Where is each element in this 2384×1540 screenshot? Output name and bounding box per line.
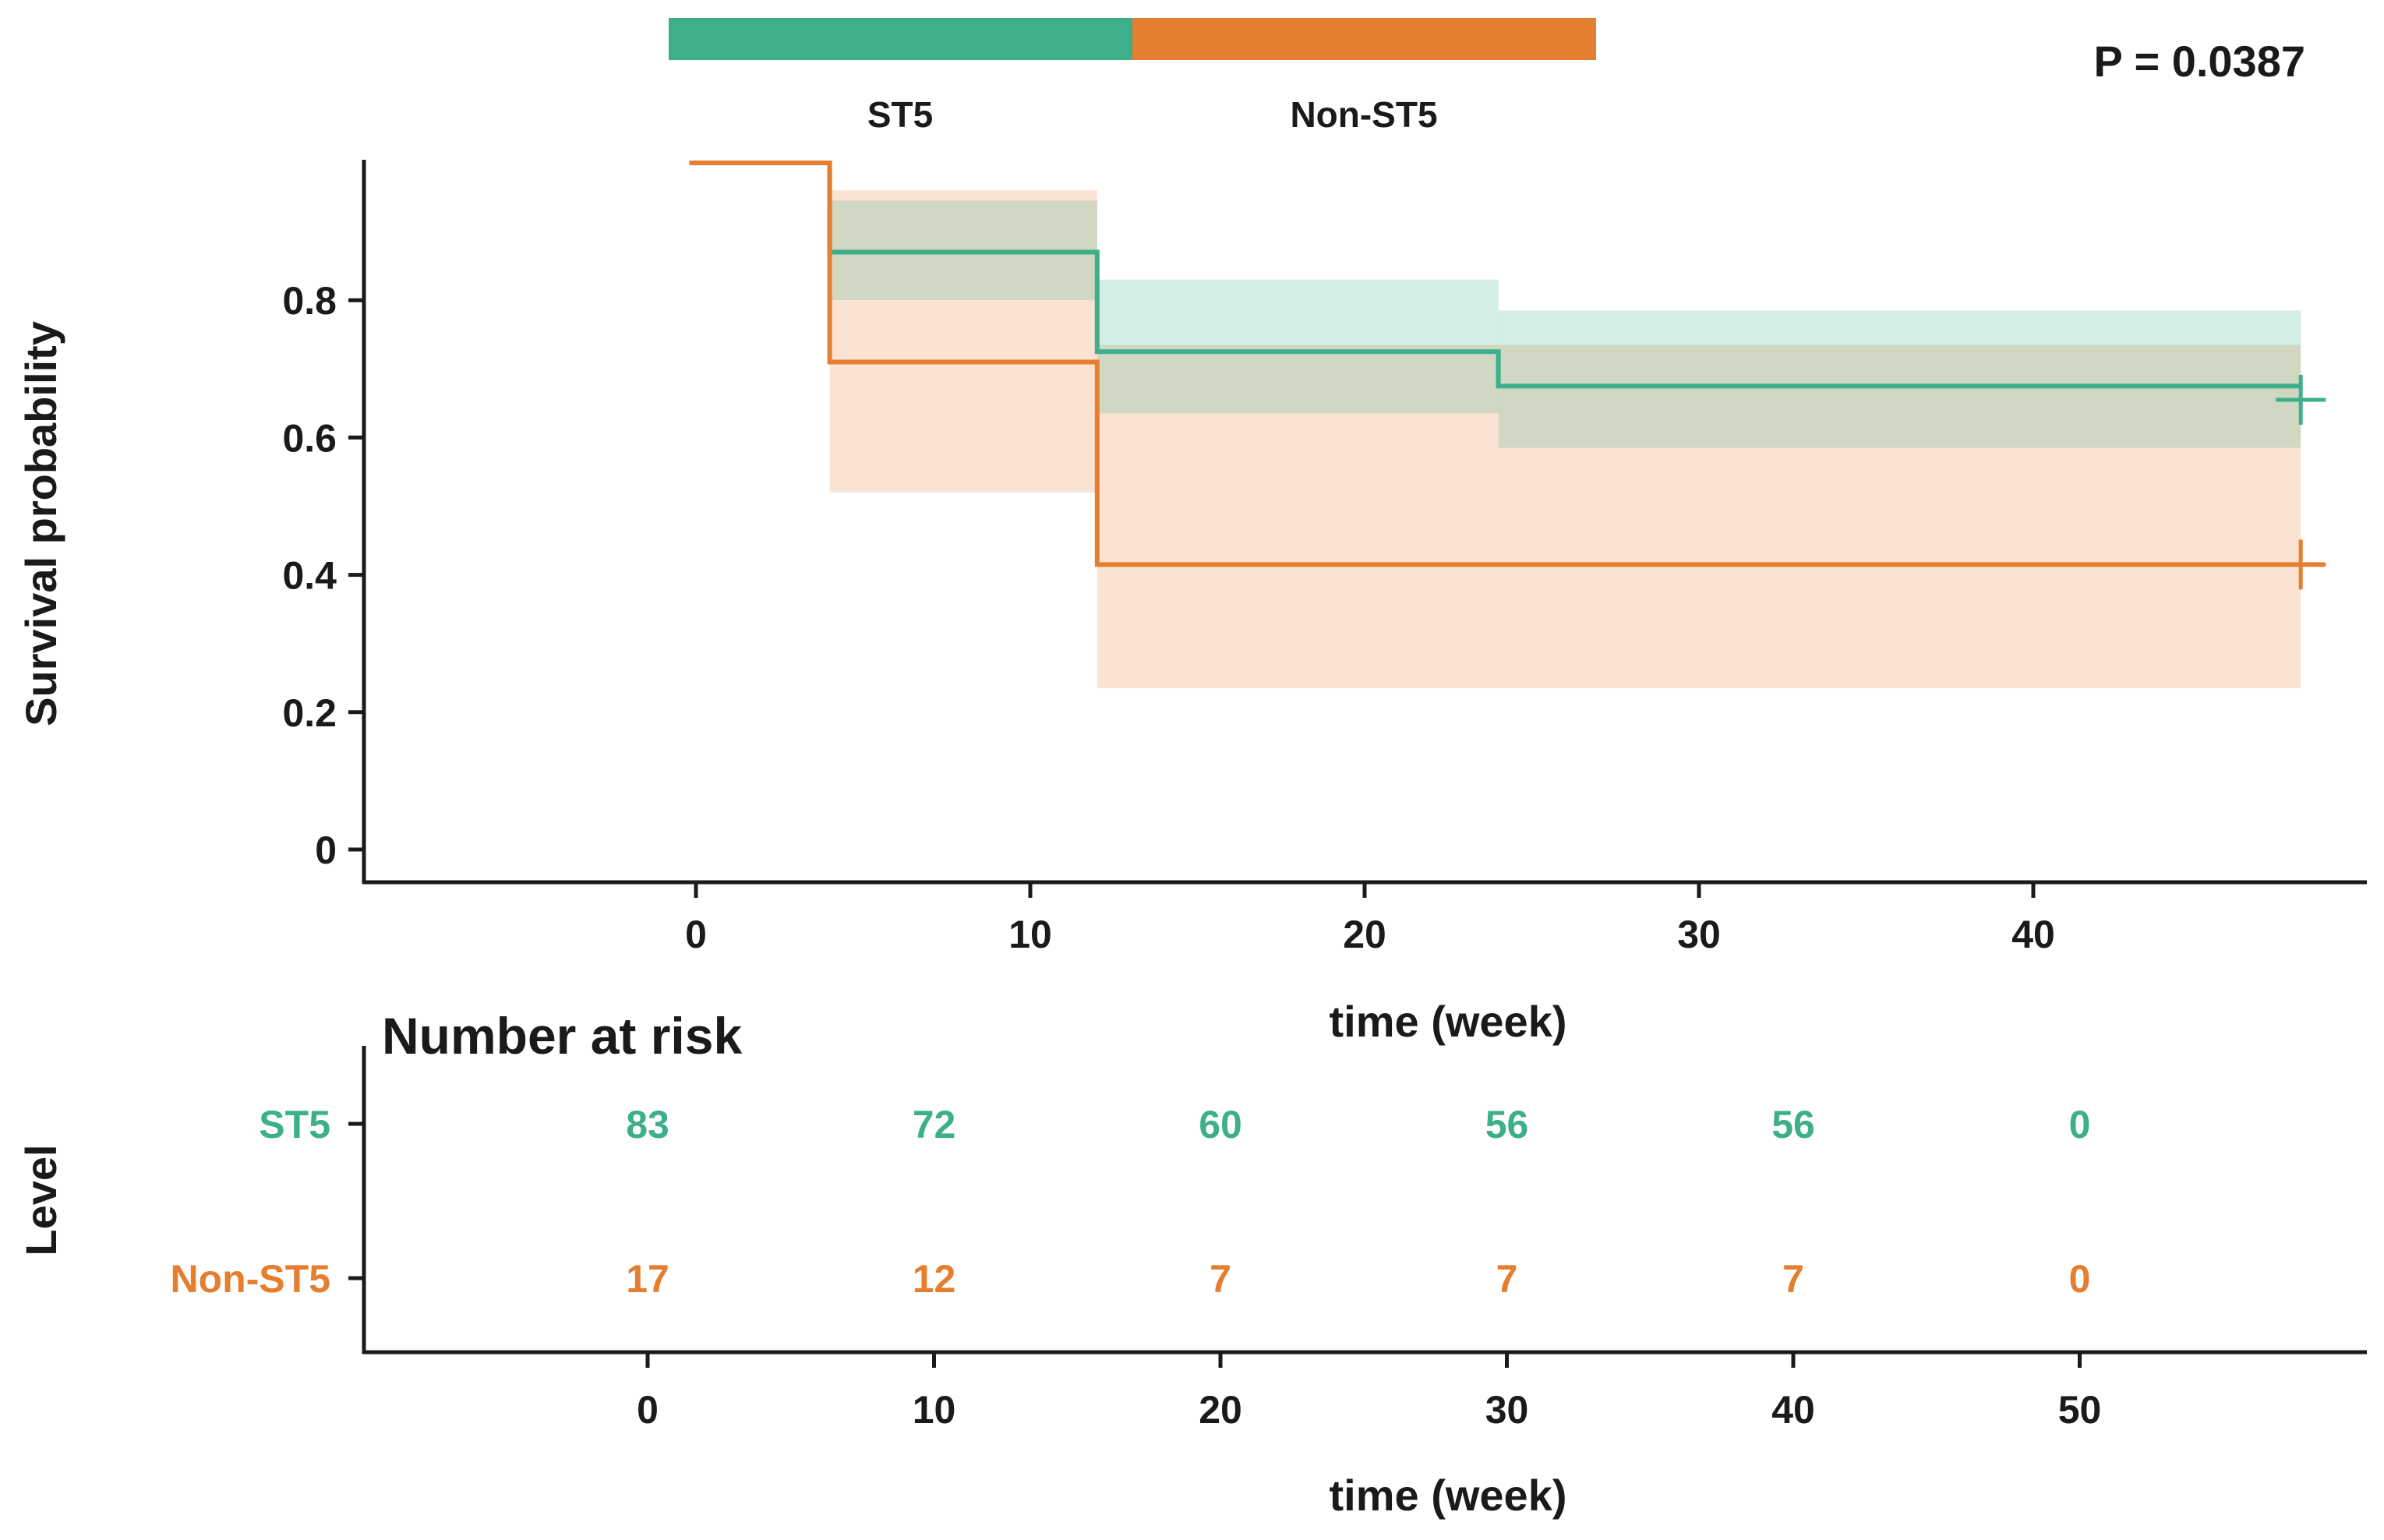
risk-value-st5-1: 72 <box>913 1103 956 1146</box>
y-tick-label-3: 0.6 <box>282 416 337 460</box>
risk-value-st5-5: 0 <box>2069 1103 2091 1146</box>
survival-curves <box>689 161 2326 590</box>
legend-swatch-non-st5 <box>1132 18 1596 60</box>
risk-value-non-st5-2: 7 <box>1210 1257 1231 1301</box>
risk-table-axes <box>362 1046 2367 1355</box>
risk-table-title: Number at risk <box>382 1007 742 1065</box>
risk-x-axis-label: time (week) <box>1330 1471 1567 1520</box>
risk-value-non-st5-0: 17 <box>626 1257 669 1301</box>
x-tick-label-3: 30 <box>1677 913 1721 956</box>
y-tick-label-0: 0 <box>315 828 337 872</box>
survival-curve-non-st5 <box>689 161 2325 567</box>
legend-label-st5: ST5 <box>867 94 933 135</box>
ci-band-st5-2 <box>1498 310 2301 448</box>
risk-x-tick-label-0: 0 <box>637 1388 659 1432</box>
ci-band-st5-1 <box>1097 279 1499 414</box>
ci-band-non-st5-1 <box>1097 344 2301 688</box>
risk-value-st5-3: 56 <box>1485 1103 1529 1146</box>
risk-x-tick-label-3: 30 <box>1485 1388 1529 1432</box>
y-tick-label-4: 0.8 <box>282 279 337 323</box>
risk-value-non-st5-4: 7 <box>1782 1257 1804 1301</box>
p-value: P = 0.0387 <box>2094 37 2305 86</box>
legend-label-non-st5: Non-ST5 <box>1290 94 1437 135</box>
x-tick-label-1: 10 <box>1008 913 1052 956</box>
ci-band-non-st5-0 <box>829 190 1097 493</box>
risk-value-st5-2: 60 <box>1199 1103 1242 1146</box>
confidence-bands <box>829 190 2301 688</box>
risk-row-label-non-st5: Non-ST5 <box>170 1257 330 1301</box>
risk-value-non-st5-3: 7 <box>1496 1257 1518 1301</box>
risk-value-non-st5-5: 0 <box>2069 1257 2091 1301</box>
y-axis-label: Survival probability <box>16 321 65 726</box>
x-tick-label-0: 0 <box>685 913 707 956</box>
legend-swatch-st5 <box>669 18 1132 60</box>
risk-value-non-st5-1: 12 <box>913 1257 956 1301</box>
risk-value-st5-0: 83 <box>626 1103 669 1146</box>
y-tick-label-2: 0.4 <box>282 554 337 598</box>
risk-x-tick-label-1: 10 <box>913 1388 956 1432</box>
x-tick-label-2: 20 <box>1343 913 1386 956</box>
risk-table-values: ST5 83 72 60 56 56 0 Non-ST5 17 12 7 7 7 0 0 10 20 30 40 50 <box>170 1103 2101 1432</box>
risk-y-axis-label: Level <box>16 1144 65 1256</box>
x-axis-label: time (week) <box>1330 997 1567 1046</box>
risk-x-tick-label-5: 50 <box>2058 1388 2102 1432</box>
survival-ticks: 0 0.2 0.4 0.6 0.8 0 10 20 30 40 <box>282 279 2054 956</box>
risk-x-tick-label-2: 20 <box>1199 1388 1242 1432</box>
risk-x-tick-label-4: 40 <box>1771 1388 1815 1432</box>
risk-value-st5-4: 56 <box>1771 1103 1815 1146</box>
x-tick-label-4: 40 <box>2011 913 2055 956</box>
risk-row-label-st5: ST5 <box>259 1103 330 1146</box>
y-tick-label-1: 0.2 <box>282 691 337 735</box>
